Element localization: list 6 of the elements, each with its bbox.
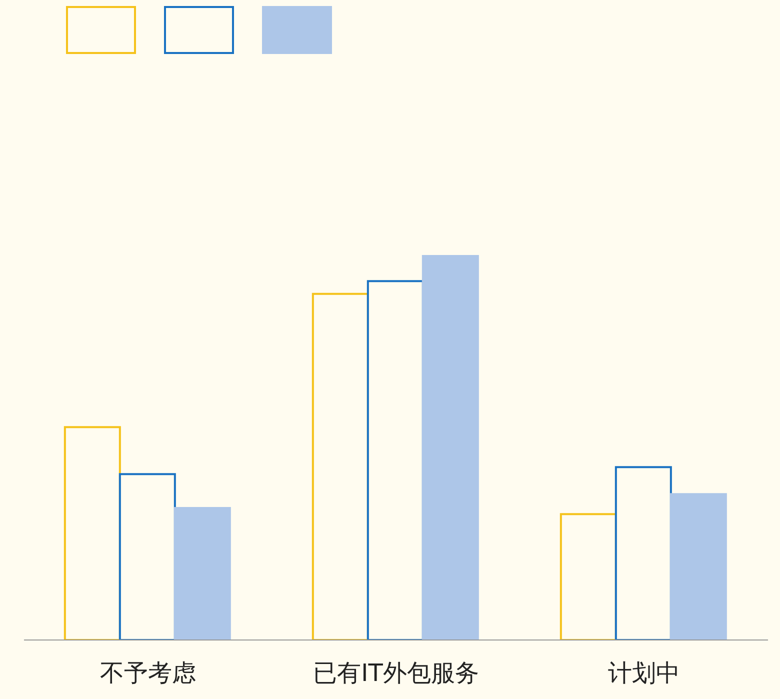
bar (174, 506, 231, 640)
x-tick-label: 计划中 (608, 659, 680, 688)
bar (670, 493, 727, 640)
bar (422, 255, 479, 640)
x-tick-label: 已有IT外包服务 (313, 659, 479, 688)
x-tick-label: 不予考虑 (100, 659, 196, 688)
